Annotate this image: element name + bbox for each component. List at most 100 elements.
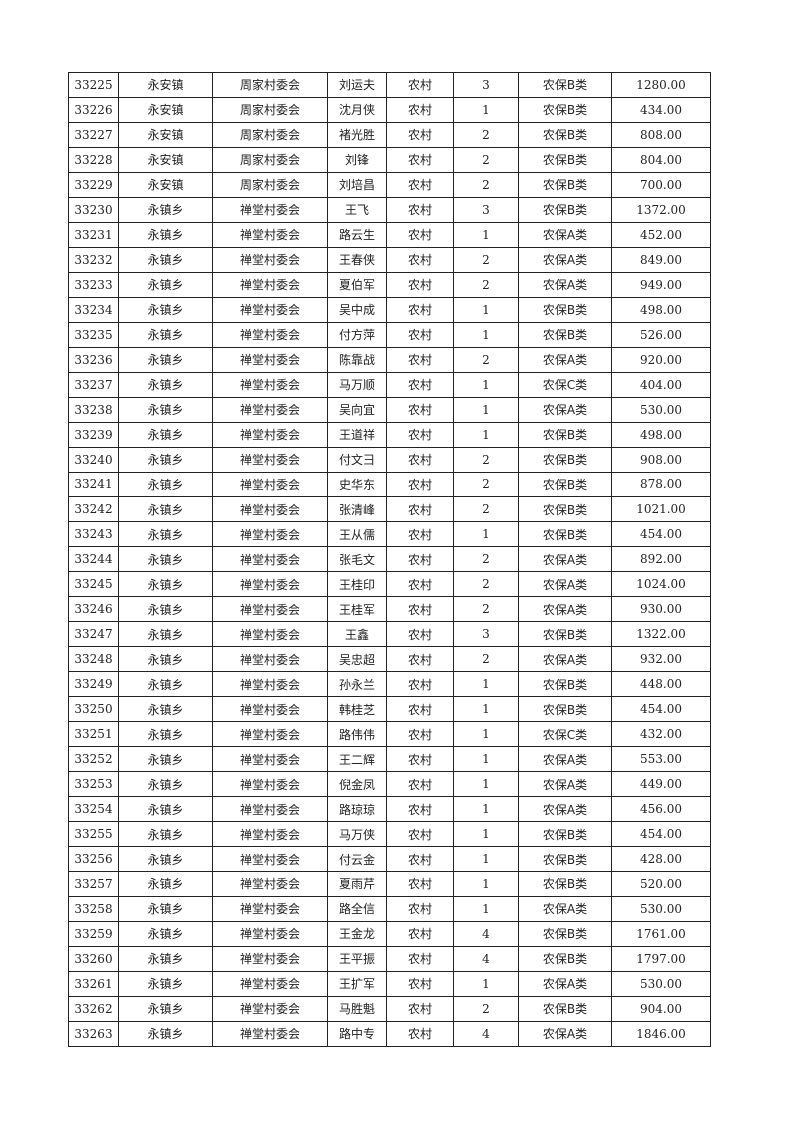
table-row: 33234 永镇乡 禅堂村委会 吴中成 农村 1 农保B类 498.00 (68, 296, 711, 323)
insurance-category-cell: 农保A类 (518, 246, 612, 273)
table-row: 33228 永安镇 周家村委会 刘锋 农村 2 农保B类 804.00 (68, 146, 711, 173)
record-id-cell: 33226 (68, 96, 119, 123)
area-type-cell: 农村 (386, 346, 454, 373)
amount-cell: 949.00 (611, 271, 711, 298)
record-id-cell: 33242 (68, 496, 119, 523)
township-cell: 永镇乡 (118, 221, 213, 248)
record-id-cell: 33241 (68, 471, 119, 498)
table-row: 33240 永镇乡 禅堂村委会 付文彐 农村 2 农保B类 908.00 (68, 446, 711, 473)
amount-cell: 804.00 (611, 146, 711, 173)
person-name-cell: 路云生 (327, 221, 387, 248)
township-cell: 永镇乡 (118, 521, 213, 548)
village-committee-cell: 禅堂村委会 (212, 696, 328, 723)
amount-cell: 904.00 (611, 995, 711, 1022)
table-row: 33257 永镇乡 禅堂村委会 夏雨芹 农村 1 农保B类 520.00 (68, 871, 711, 897)
household-count-cell: 2 (453, 496, 519, 523)
record-id-cell: 33261 (68, 970, 119, 997)
area-type-cell: 农村 (386, 296, 454, 323)
household-count-cell: 1 (453, 521, 519, 548)
record-id-cell: 33253 (68, 771, 119, 798)
area-type-cell: 农村 (386, 746, 454, 773)
township-cell: 永镇乡 (118, 1020, 213, 1047)
household-count-cell: 2 (453, 446, 519, 473)
table-row: 33249 永镇乡 禅堂村委会 孙永兰 农村 1 农保B类 448.00 (68, 671, 711, 698)
person-name-cell: 王从儒 (327, 521, 387, 548)
data-table: 33225 永安镇 周家村委会 刘运夫 农村 3 农保B类 1280.00 33226 永安镇 周家… (68, 72, 711, 1047)
insurance-category-cell: 农保B类 (518, 521, 612, 548)
person-name-cell: 吴向宜 (327, 396, 387, 423)
insurance-category-cell: 农保B类 (518, 321, 612, 348)
village-committee-cell: 禅堂村委会 (212, 371, 328, 398)
area-type-cell: 农村 (386, 221, 454, 248)
person-name-cell: 付方萍 (327, 321, 387, 348)
area-type-cell: 农村 (386, 1020, 454, 1047)
village-committee-cell: 禅堂村委会 (212, 571, 328, 598)
insurance-category-cell: 农保A类 (518, 571, 612, 598)
table-row: 33246 永镇乡 禅堂村委会 王桂军 农村 2 农保A类 930.00 (68, 596, 711, 623)
area-type-cell: 农村 (386, 371, 454, 398)
insurance-category-cell: 农保A类 (518, 970, 612, 997)
person-name-cell: 刘锋 (327, 146, 387, 173)
village-committee-cell: 禅堂村委会 (212, 321, 328, 348)
insurance-category-cell: 农保B类 (518, 995, 612, 1022)
household-count-cell: 3 (453, 72, 519, 98)
table-row: 33236 永镇乡 禅堂村委会 陈靠战 农村 2 农保A类 920.00 (68, 346, 711, 373)
village-committee-cell: 禅堂村委会 (212, 671, 328, 698)
village-committee-cell: 禅堂村委会 (212, 546, 328, 573)
amount-cell: 1280.00 (611, 72, 711, 98)
household-count-cell: 2 (453, 571, 519, 598)
person-name-cell: 陈靠战 (327, 346, 387, 373)
household-count-cell: 2 (453, 146, 519, 173)
person-name-cell: 韩桂芝 (327, 696, 387, 723)
record-id-cell: 33233 (68, 271, 119, 298)
household-count-cell: 1 (453, 821, 519, 848)
insurance-category-cell: 农保B类 (518, 146, 612, 173)
village-committee-cell: 禅堂村委会 (212, 621, 328, 648)
village-committee-cell: 周家村委会 (212, 171, 328, 198)
person-name-cell: 孙永兰 (327, 671, 387, 698)
area-type-cell: 农村 (386, 271, 454, 298)
village-committee-cell: 禅堂村委会 (212, 396, 328, 423)
record-id-cell: 33228 (68, 146, 119, 173)
record-id-cell: 33234 (68, 296, 119, 323)
area-type-cell: 农村 (386, 471, 454, 498)
township-cell: 永镇乡 (118, 995, 213, 1022)
township-cell: 永镇乡 (118, 920, 213, 947)
insurance-category-cell: 农保A类 (518, 346, 612, 373)
person-name-cell: 刘运夫 (327, 72, 387, 98)
household-count-cell: 1 (453, 671, 519, 698)
insurance-category-cell: 农保B类 (518, 920, 612, 947)
amount-cell: 456.00 (611, 796, 711, 823)
insurance-category-cell: 农保A类 (518, 646, 612, 673)
township-cell: 永镇乡 (118, 271, 213, 298)
township-cell: 永镇乡 (118, 596, 213, 623)
village-committee-cell: 禅堂村委会 (212, 721, 328, 748)
household-count-cell: 1 (453, 771, 519, 798)
amount-cell: 878.00 (611, 471, 711, 498)
person-name-cell: 王金龙 (327, 920, 387, 947)
township-cell: 永镇乡 (118, 646, 213, 673)
township-cell: 永镇乡 (118, 421, 213, 448)
insurance-category-cell: 农保B类 (518, 196, 612, 223)
amount-cell: 849.00 (611, 246, 711, 273)
township-cell: 永镇乡 (118, 696, 213, 723)
amount-cell: 1761.00 (611, 920, 711, 947)
person-name-cell: 吴忠超 (327, 646, 387, 673)
insurance-category-cell: 农保B类 (518, 496, 612, 523)
township-cell: 永镇乡 (118, 746, 213, 773)
village-committee-cell: 禅堂村委会 (212, 1020, 328, 1047)
area-type-cell: 农村 (386, 846, 454, 872)
insurance-category-cell: 农保A类 (518, 221, 612, 248)
table-body: 33225 永安镇 周家村委会 刘运夫 农村 3 农保B类 1280.00 33226 永安镇 周家… (68, 72, 711, 1047)
record-id-cell: 33240 (68, 446, 119, 473)
village-committee-cell: 禅堂村委会 (212, 995, 328, 1022)
household-count-cell: 1 (453, 371, 519, 398)
table-row: 33242 永镇乡 禅堂村委会 张清峰 农村 2 农保B类 1021.00 (68, 496, 711, 523)
township-cell: 永镇乡 (118, 821, 213, 848)
township-cell: 永镇乡 (118, 371, 213, 398)
area-type-cell: 农村 (386, 895, 454, 922)
table-row: 33227 永安镇 周家村委会 褚光胜 农村 2 农保B类 808.00 (68, 121, 711, 148)
person-name-cell: 马万侠 (327, 821, 387, 848)
record-id-cell: 33255 (68, 821, 119, 848)
insurance-category-cell: 农保A类 (518, 271, 612, 298)
